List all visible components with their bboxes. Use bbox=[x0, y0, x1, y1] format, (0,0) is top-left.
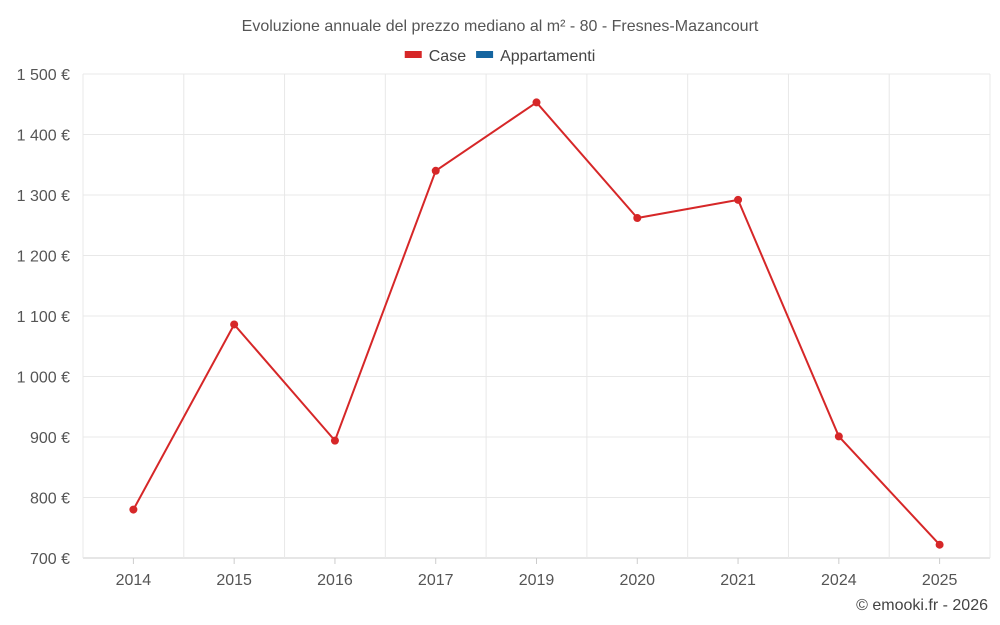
x-tick-label: 2019 bbox=[519, 572, 555, 589]
x-axis: 2014 2015 2016 2017 2019 2020 2021 2024 2025 bbox=[116, 558, 958, 589]
grid bbox=[82, 73, 991, 559]
x-tick-label: 2020 bbox=[619, 572, 655, 589]
legend-label: Appartamenti bbox=[500, 48, 595, 65]
data-point[interactable] bbox=[129, 505, 138, 514]
legend-label: Case bbox=[429, 48, 466, 65]
y-tick-label: 1 400 € bbox=[17, 128, 70, 145]
data-point[interactable] bbox=[330, 436, 339, 445]
data-point[interactable] bbox=[633, 213, 642, 222]
series-line-case bbox=[132, 101, 941, 546]
y-tick-label: 900 € bbox=[30, 430, 70, 447]
credit-text: © emooki.fr - 2026 bbox=[856, 597, 988, 614]
legend-swatch bbox=[404, 51, 422, 58]
x-tick-label: 2017 bbox=[418, 572, 454, 589]
x-tick-label: 2015 bbox=[216, 572, 252, 589]
y-axis: 700 € 800 € 900 € 1 000 € 1 100 € 1 200 € 1 30… bbox=[17, 67, 70, 568]
y-tick-label: 700 € bbox=[30, 551, 70, 568]
data-point[interactable] bbox=[834, 432, 843, 441]
y-tick-label: 1 000 € bbox=[17, 370, 70, 387]
chart-title: Evoluzione annuale del prezzo mediano al… bbox=[242, 18, 759, 35]
y-tick-label: 1 200 € bbox=[17, 249, 70, 266]
y-tick-label: 1 100 € bbox=[17, 309, 70, 326]
y-tick-label: 800 € bbox=[30, 491, 70, 508]
data-point[interactable] bbox=[734, 195, 743, 204]
legend: Case Appartamenti bbox=[404, 48, 595, 65]
y-tick-label: 1 300 € bbox=[17, 188, 70, 205]
x-tick-label: 2025 bbox=[922, 572, 958, 589]
legend-swatch bbox=[476, 51, 494, 58]
y-tick-label: 1 500 € bbox=[17, 67, 70, 84]
x-tick-label: 2016 bbox=[317, 572, 353, 589]
plot-area bbox=[129, 98, 944, 549]
data-point[interactable] bbox=[935, 540, 944, 549]
data-point[interactable] bbox=[532, 98, 541, 107]
data-point[interactable] bbox=[431, 166, 440, 175]
x-tick-label: 2014 bbox=[116, 572, 152, 589]
legend-item-case[interactable]: Case bbox=[404, 48, 466, 65]
x-tick-label: 2024 bbox=[821, 572, 857, 589]
legend-item-appartamenti[interactable]: Appartamenti bbox=[476, 48, 595, 65]
data-point[interactable] bbox=[230, 320, 239, 329]
x-tick-label: 2021 bbox=[720, 572, 756, 589]
